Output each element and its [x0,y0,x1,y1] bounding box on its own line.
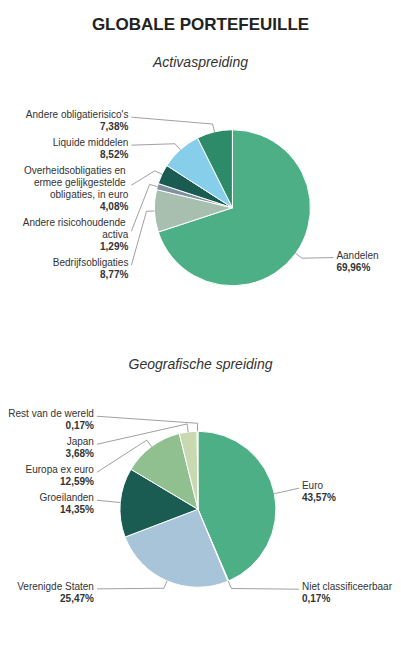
leader-line [97,581,167,589]
label-line: Euro [302,480,324,491]
value-label: 3,68% [66,448,94,459]
leader-line [296,254,334,259]
value-label: 12,59% [60,476,94,487]
slice-label: Euro [302,480,324,491]
value-label: 4,08% [100,201,128,212]
pie-panel: Geografische spreiding Euro43,57% Niet cla… [8,356,392,605]
leader-line [131,117,214,132]
leader-lines [97,416,299,589]
value-label: 14,35% [60,504,94,515]
slices [120,431,276,587]
slice-label: Aandelen [336,250,378,261]
label-line: Verenigde Staten [17,581,94,592]
leader-line [97,500,120,502]
label-line: Liquide middelen [53,137,129,148]
leader-line [97,424,188,444]
slice-labels: Euro43,57%Niet classificeerbaar0,17%Vere… [8,408,392,604]
slice-label: Japan [67,436,94,447]
value-label: 43,57% [302,492,336,503]
leader-line [274,488,299,493]
pie-slice [197,431,199,509]
pie-slice [198,130,233,208]
label-line: Andere obligatierisico's [26,109,129,120]
slice-labels: Aandelen69,96% Bedrijfsobligaties8,77% And… [23,109,379,280]
label-line: ermee gelijkgestelde [34,177,129,188]
slices [154,130,310,286]
value-label: 0,17% [66,420,94,431]
label-line: obligaties, in euro [50,189,129,200]
pie-title: Activaspreiding [152,54,248,70]
slice-label: Verenigde Staten [17,581,94,592]
value-label: 25,47% [60,593,94,604]
value-label: 0,17% [302,593,330,604]
slice-label: Rest van de wereld [8,408,94,419]
leader-lines [131,117,333,265]
leader-line [131,184,157,231]
slice-label: Groeilanden [39,492,93,503]
slice-label: Overheidsobligaties en ermee gelijkgeste… [24,165,129,200]
slice-label: Niet classificeerbaar [302,581,393,592]
label-line: Europa ex euro [26,464,95,475]
leader-line [97,440,152,472]
label-line: Rest van de wereld [8,408,94,419]
value-label: 69,96% [336,262,370,273]
pie-title: Geografische spreiding [129,356,273,372]
label-line: Japan [67,436,94,447]
value-label: 7,38% [100,121,128,132]
slice-label: Andere risicohoudende activa [23,217,129,240]
label-line: Niet classificeerbaar [302,581,393,592]
value-label: 8,77% [100,269,128,280]
slice-label: Liquide middelen [53,137,129,148]
slice-label: Europa ex euro [26,464,95,475]
value-label: 8,52% [100,149,128,160]
leader-line [228,581,299,589]
slice-label: Bedrijfsobligaties [53,257,129,268]
chart-title: GLOBALE PORTEFEUILLE [92,15,309,34]
leader-line [131,144,180,150]
chart-canvas: GLOBALE PORTEFEUILLE Activaspreiding Aande… [0,0,401,648]
pie-panel: Activaspreiding Aandelen69,96% Bedrijfsobl… [23,54,379,286]
pie-slice [179,431,198,509]
leader-line [131,171,162,185]
label-line: Andere risicohoudende [23,217,129,228]
label-line: Overheidsobligaties en [24,165,129,176]
value-label: 1,29% [100,241,128,252]
label-line: Groeilanden [39,492,93,503]
label-line: Aandelen [336,250,378,261]
label-line: activa [102,229,129,240]
leader-line [97,416,198,431]
slice-label: Andere obligatierisico's [26,109,129,120]
label-line: Bedrijfsobligaties [53,257,129,268]
leader-line [131,211,154,265]
